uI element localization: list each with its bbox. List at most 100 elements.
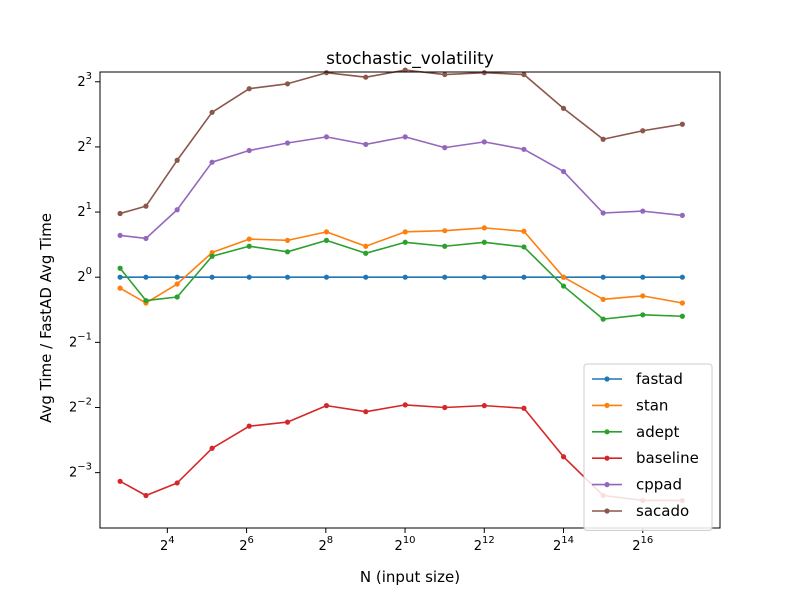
data-point-adept <box>323 237 330 243</box>
data-point-sacado <box>521 71 527 78</box>
data-point-baseline <box>521 405 527 411</box>
chart-title: stochastic_volatility <box>326 49 494 69</box>
data-point-fastad <box>481 274 487 280</box>
legend-label-sacado: sacado <box>636 502 689 520</box>
y-tick-label: 2−1 <box>69 331 92 350</box>
data-point-adept <box>402 239 408 245</box>
y-axis-label: Avg Time / FastAD Avg Time <box>37 213 55 423</box>
data-point-fastad <box>521 274 527 280</box>
data-point-adept <box>521 244 527 250</box>
data-point-adept <box>679 313 685 319</box>
data-point-cppad <box>284 140 291 146</box>
legend-label-cppad: cppad <box>636 476 682 494</box>
data-point-stan <box>174 281 180 287</box>
x-tick-label: 216 <box>632 535 653 554</box>
y-tick-label: 2−3 <box>69 462 92 481</box>
data-point-adept <box>284 249 291 255</box>
data-point-sacado <box>640 128 646 134</box>
data-point-baseline <box>246 423 252 429</box>
data-point-sacado <box>442 71 448 78</box>
data-point-adept <box>640 312 646 318</box>
data-point-baseline <box>117 478 123 484</box>
data-point-fastad <box>143 274 149 280</box>
data-point-fastad <box>284 274 291 280</box>
data-point-stan <box>402 229 408 235</box>
legend-label-stan: stan <box>636 396 668 414</box>
plot-area: 24 26 28 210 212 214 216 2−3 2−2 2−1 20 21 22 23 <box>69 67 721 554</box>
data-point-stan <box>600 296 606 302</box>
legend-marker-cppad <box>604 482 610 488</box>
data-point-sacado <box>402 67 408 73</box>
data-point-cppad <box>363 141 369 147</box>
series-line-stan <box>119 227 683 304</box>
data-point-cppad <box>143 235 149 242</box>
x-tick-label: 24 <box>160 535 175 554</box>
data-point-sacado <box>209 109 215 115</box>
x-tick-label: 26 <box>239 535 254 554</box>
legend-label-adept: adept <box>636 423 679 441</box>
data-point-stan <box>209 249 215 256</box>
data-point-adept <box>209 253 215 259</box>
data-point-sacado <box>143 203 149 209</box>
data-point-adept <box>481 239 487 245</box>
series-line-baseline <box>119 404 683 502</box>
legend: fastad stan adept baseline cppad sacado <box>583 363 713 531</box>
data-point-cppad <box>521 146 527 152</box>
y-tick-label: 20 <box>77 266 92 285</box>
data-point-cppad <box>640 208 646 214</box>
data-point-adept <box>246 243 252 249</box>
y-tick-label: 21 <box>77 201 92 220</box>
data-point-sacado <box>363 74 369 80</box>
data-point-fastad <box>246 274 252 280</box>
data-point-fastad <box>209 274 215 280</box>
series-line-adept <box>119 239 683 320</box>
data-point-stan <box>560 274 567 280</box>
data-point-baseline <box>560 454 567 460</box>
x-tick-label: 214 <box>553 535 574 554</box>
data-point-cppad <box>442 145 448 151</box>
series-line-sacado <box>119 69 683 215</box>
y-tick-label: 22 <box>77 136 92 155</box>
y-tick-label: 23 <box>77 71 92 90</box>
data-point-adept <box>560 283 567 289</box>
data-point-cppad <box>560 168 567 175</box>
data-point-fastad <box>402 274 408 280</box>
data-point-cppad <box>174 207 180 213</box>
data-point-sacado <box>600 136 606 142</box>
data-point-baseline <box>442 404 448 411</box>
legend-marker-fastad <box>604 376 610 382</box>
series-line-cppad <box>120 136 683 240</box>
legend-marker-baseline <box>604 455 610 461</box>
data-point-cppad <box>679 212 685 219</box>
legend-marker-stan <box>604 402 610 408</box>
axes-frame <box>99 71 721 529</box>
x-axis-label: N (input size) <box>360 568 460 586</box>
data-point-baseline <box>481 403 487 409</box>
data-point-fastad <box>323 274 330 280</box>
legend-label-baseline: baseline <box>636 449 699 467</box>
data-point-baseline <box>209 445 215 451</box>
data-point-stan <box>117 285 123 291</box>
x-tick-label: 28 <box>318 535 333 554</box>
data-point-sacado <box>117 210 123 217</box>
data-point-fastad <box>363 274 369 280</box>
data-point-fastad <box>640 274 646 280</box>
legend-label-fastad: fastad <box>636 370 683 388</box>
data-point-adept <box>174 294 180 300</box>
data-point-baseline <box>402 402 408 408</box>
x-tick-label: 210 <box>395 535 416 554</box>
data-point-stan <box>679 300 685 306</box>
data-point-stan <box>323 229 330 235</box>
data-point-fastad <box>600 274 606 280</box>
data-point-cppad <box>117 232 123 239</box>
data-point-sacado <box>246 86 252 92</box>
data-point-baseline <box>284 419 291 425</box>
data-point-cppad <box>481 139 487 145</box>
data-point-sacado <box>481 70 487 76</box>
data-point-stan <box>284 237 291 243</box>
data-point-adept <box>600 316 606 322</box>
data-point-cppad <box>600 210 606 216</box>
data-point-stan <box>640 293 646 299</box>
data-point-sacado <box>284 81 291 87</box>
data-point-sacado <box>323 70 330 76</box>
